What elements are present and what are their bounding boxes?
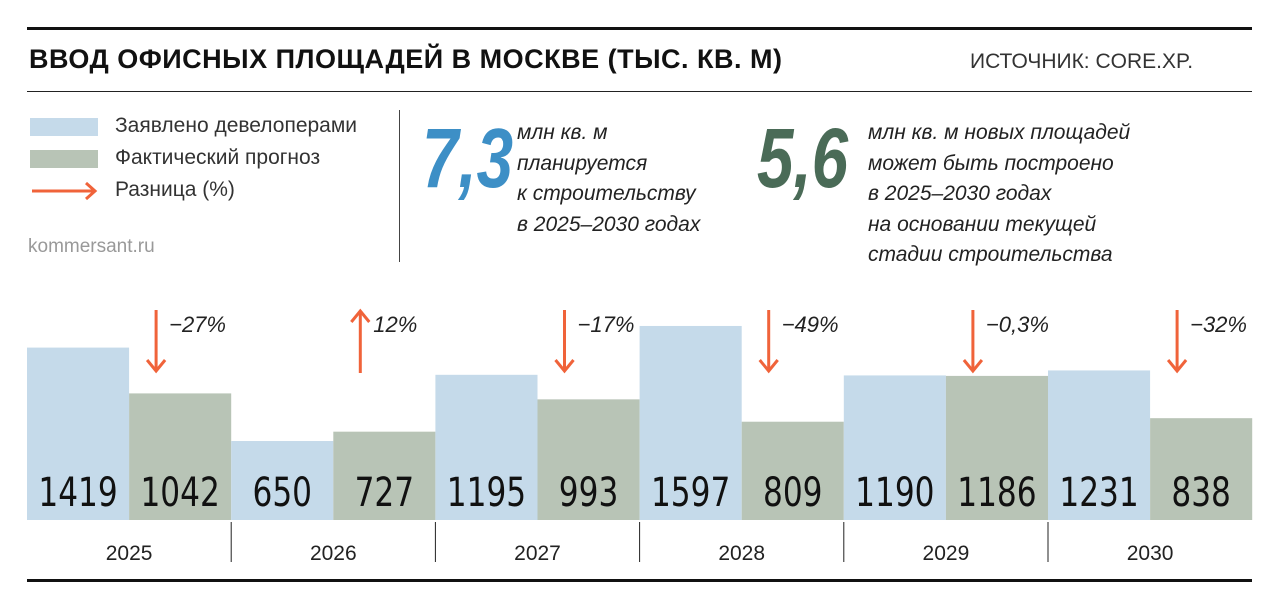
difference-label: 12% — [373, 312, 417, 337]
year-tick-label: 2025 — [106, 542, 153, 565]
bar-value-label: 1195 — [447, 470, 526, 516]
bar-value-label: 993 — [559, 470, 619, 516]
arrow-down-icon — [1166, 359, 1188, 374]
bar-value-label: 1186 — [957, 470, 1036, 516]
fact-line: в 2025–2030 годах — [868, 182, 1052, 205]
bar-declared — [435, 374, 538, 520]
arrow-down-icon — [145, 359, 167, 374]
fact-line: к строительству — [517, 182, 696, 205]
top-rule — [27, 27, 1252, 30]
arrow-down-icon — [758, 359, 779, 374]
bottom-rule — [27, 579, 1252, 582]
bar-forecast — [537, 399, 640, 520]
legend-swatch-declared — [30, 118, 98, 136]
bar-value-label: 727 — [355, 470, 415, 516]
year-tick-label: 2027 — [514, 542, 561, 565]
year-tick-label: 2030 — [1127, 542, 1174, 565]
fact-text-built: млн кв. м новых площадей может быть пост… — [868, 118, 1130, 271]
bar-value-label: 838 — [1171, 470, 1231, 516]
source-label: ИСТОЧНИК: CORE.XP. — [970, 50, 1194, 73]
bar-declared — [27, 347, 130, 520]
difference-label: −49% — [782, 312, 839, 337]
bar-value-label: 1231 — [1059, 470, 1138, 516]
arrow-down-icon — [962, 359, 984, 374]
bar-forecast — [945, 375, 1048, 520]
legend-label-declared: Заявлено девелоперами — [115, 114, 358, 137]
chart-title: ВВОД ОФИСНЫХ ПЛОЩАДЕЙ В МОСКВЕ (ТЫС. КВ.… — [29, 44, 783, 74]
bar-forecast — [129, 393, 232, 520]
fact-line: млн кв. м — [517, 121, 608, 144]
legend-swatch-forecast — [30, 150, 98, 168]
difference-label: −32% — [1190, 312, 1247, 337]
fact-number-planned: 7,3 — [422, 111, 514, 205]
fact-line: в 2025–2030 годах — [517, 212, 701, 236]
bar-value-label: 1597 — [651, 470, 730, 516]
arrow-down-icon — [554, 359, 575, 374]
bar-value-label: 1419 — [38, 470, 117, 516]
bar-forecast — [741, 421, 844, 520]
vertical-divider — [399, 110, 400, 262]
bar-value-label: 1042 — [140, 470, 219, 516]
fact-line: млн кв. м новых площадей — [868, 121, 1131, 144]
title-divider — [27, 91, 1252, 92]
bar-value-label: 809 — [763, 470, 823, 516]
bar-forecast — [1150, 418, 1253, 520]
difference-label: −17% — [578, 312, 635, 337]
year-tick-label: 2029 — [923, 542, 970, 565]
fact-line: стадии строительства — [868, 243, 1113, 266]
bar-declared — [1048, 370, 1151, 520]
bar-forecast — [333, 431, 436, 520]
bar-declared — [639, 325, 742, 520]
bar-value-label: 650 — [252, 470, 312, 516]
fact-text-planned: млн кв. м планируется к строительству в … — [517, 118, 700, 240]
fact-line: планируется — [517, 151, 648, 175]
year-tick-label: 2026 — [310, 542, 357, 565]
fact-line: на основании текущей — [868, 212, 1097, 236]
bar-declared — [231, 441, 334, 520]
bar-declared — [843, 375, 946, 520]
arrow-up-icon — [350, 308, 371, 323]
difference-label: −27% — [169, 312, 226, 337]
legend-label-forecast: Фактический прогноз — [115, 146, 321, 169]
legend-label-difference: Разница (%) — [115, 178, 235, 201]
arrow-right-icon — [32, 181, 98, 201]
difference-label: −0,3% — [986, 312, 1049, 337]
fact-number-built: 5,6 — [757, 111, 849, 205]
year-tick-label: 2028 — [718, 542, 765, 565]
bar-value-label: 1190 — [855, 470, 934, 516]
fact-line: может быть построено — [868, 151, 1114, 175]
site-credit: kommersant.ru — [28, 236, 155, 257]
